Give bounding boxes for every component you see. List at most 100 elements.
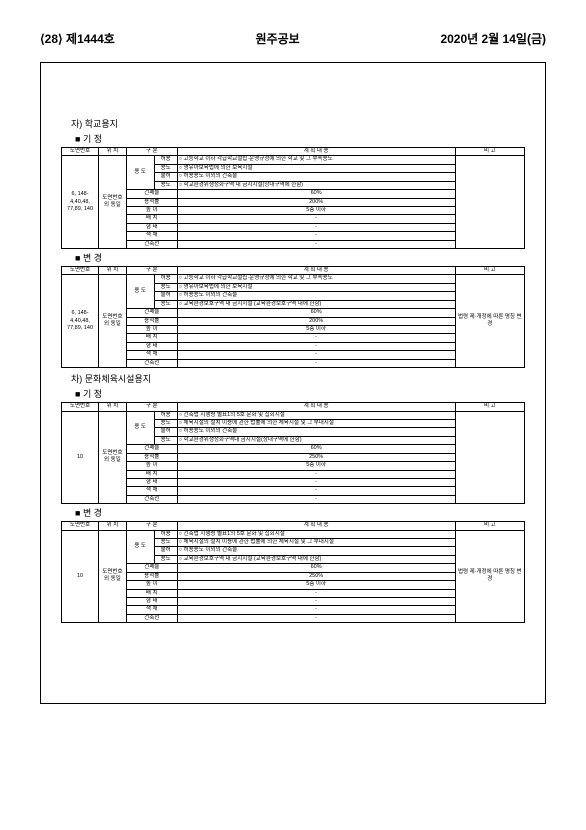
cell-content: ○ 허용용도 이외의 건축물 (177, 547, 455, 555)
cell-sub: 용도 (154, 164, 177, 172)
cell-gpr: 건폐율 (126, 564, 177, 572)
cell-content: - (177, 597, 455, 605)
cell-sub: 용도 (154, 436, 177, 444)
table-row: 10 도면번호외 동일 용 도 허용 ○ 건축법 시행령 별표1의 5호 문화 … (62, 530, 525, 538)
cell-ht: 형 태 (126, 597, 177, 605)
cell-content: ○ 영유아보육법에 의한 보육시설 (177, 164, 455, 172)
cell-content: - (177, 487, 455, 495)
cell-gcs: 건축선 (126, 614, 177, 622)
cell-gcs: 건축선 (126, 240, 177, 248)
section-ja-title: 자) 학교용지 (71, 117, 525, 130)
cell-sub: 용도 (154, 555, 177, 563)
cell-content: - (177, 614, 455, 622)
table-cha-byeon: 도면번호 위 치 구 분 계 획 내 용 비 고 10 도면번호외 동일 용 도… (61, 521, 525, 623)
th-gubun: 구 분 (126, 267, 177, 275)
cell-content: ○ 허용용도 이외의 건축물 (177, 428, 455, 436)
cell-content: 5층 이하 (177, 462, 455, 470)
cell-sk: 색 채 (126, 232, 177, 240)
th-wichi: 위 치 (99, 148, 127, 156)
page-header: ⟨28⟩ 제1444호 원주공보 2020년 2월 14일(금) (0, 0, 586, 57)
cell-content: 5층 이하 (177, 581, 455, 589)
cell-sub: 용도 (154, 539, 177, 547)
cell-content: ○ 허용용도 이외의 건축물 (177, 173, 455, 181)
th-remark: 비 고 (455, 403, 524, 411)
cell-loc: 6, 148-4,40,48, 77,89, 140 (62, 156, 99, 249)
cell-content: ○ 건축법 시행령 별표1의 5호 문화 및 집회시설 (177, 530, 455, 538)
ja-gijeong-label: 기 정 (75, 132, 525, 145)
cell-content: 5층 이하 (177, 326, 455, 334)
cell-content: - (177, 223, 455, 231)
cell-dvloc: 도면번호외 동일 (99, 530, 127, 623)
th-plan: 계 획 내 용 (177, 522, 455, 530)
page-body: 자) 학교용지 기 정 도면번호 위 치 구 분 계 획 내 용 비 고 6, … (40, 62, 546, 704)
cell-content: - (177, 589, 455, 597)
cell-content: - (177, 359, 455, 367)
cell-content: ○ 영유아보육법에 의한 보육시설 (177, 283, 455, 291)
cell-yongdo: 용 도 (126, 411, 154, 445)
cell-sub: 허용 (154, 275, 177, 283)
cell-gcs: 건축선 (126, 359, 177, 367)
cell-content: - (177, 342, 455, 350)
cell-ht: 형 태 (126, 478, 177, 486)
cell-dvloc: 도면번호외 동일 (99, 156, 127, 249)
table-cha-gijeong: 도면번호 위 치 구 분 계 획 내 용 비 고 10 도면번호외 동일 용 도… (61, 402, 525, 504)
cell-content: ○ 고등학교 이하 각급학교설립·운영규정에 의한 학교 및 그 부속용도 (177, 156, 455, 164)
th-remark: 비 고 (455, 148, 524, 156)
table-ja-gijeong: 도면번호 위 치 구 분 계 획 내 용 비 고 6, 148-4,40,48,… (61, 147, 525, 249)
cell-content: 5층 이하 (177, 206, 455, 214)
cell-content: 250% (177, 572, 455, 580)
cell-content: ○ 학교환경위생정화구역내 금지시설(상대구역에 한함) (177, 436, 455, 444)
table-header-row: 도면번호 위 치 구 분 계 획 내 용 비 고 (62, 148, 525, 156)
table-ja-byeon: 도면번호 위 치 구 분 계 획 내 용 비 고 6, 148-4,40,48,… (61, 266, 525, 368)
cell-sub: 불허 (154, 173, 177, 181)
th-domyeon: 도면번호 (62, 267, 99, 275)
th-wichi: 위 치 (99, 403, 127, 411)
cell-bchi: 배 치 (126, 334, 177, 342)
cell-sub: 용도 (154, 419, 177, 427)
cell-gpr: 건폐율 (126, 190, 177, 198)
th-wichi: 위 치 (99, 522, 127, 530)
cell-content: 200% (177, 198, 455, 206)
cell-content: - (177, 470, 455, 478)
th-gubun: 구 분 (126, 148, 177, 156)
cell-sub: 허용 (154, 156, 177, 164)
cell-gpr: 건폐율 (126, 445, 177, 453)
cell-content: 60% (177, 190, 455, 198)
cell-content: - (177, 240, 455, 248)
cell-remark (455, 156, 524, 249)
th-domyeon: 도면번호 (62, 148, 99, 156)
cell-content: 250% (177, 453, 455, 461)
cell-content: ○ 체육시설의 설치 이용에 관한 법률에 의한 체육시설 및 그 부대시설 (177, 539, 455, 547)
cell-content: 200% (177, 317, 455, 325)
cha-gijeong-label: 기 정 (75, 387, 525, 400)
th-gubun: 구 분 (126, 403, 177, 411)
table-row: 6, 148-4,40,48, 77,89, 140 도면번호외 동일 용 도 … (62, 156, 525, 164)
th-wichi: 위 치 (99, 267, 127, 275)
cha-byeon-label: 변 경 (75, 506, 525, 519)
cell-hi: 높 이 (126, 462, 177, 470)
cell-sk: 색 채 (126, 487, 177, 495)
cell-yongdo: 용 도 (126, 530, 154, 564)
cell-sub: 불허 (154, 547, 177, 555)
ja-byeon-label: 변 경 (75, 251, 525, 264)
cell-content: 60% (177, 564, 455, 572)
cell-dvloc: 도면번호외 동일 (99, 411, 127, 504)
cell-loc: 10 (62, 530, 99, 623)
cell-yjr: 용적률 (126, 453, 177, 461)
cell-content: ○ 학교환경위생정화구역 내 금지시설(상대구역에 한함) (177, 181, 455, 189)
cell-content: - (177, 215, 455, 223)
th-plan: 계 획 내 용 (177, 148, 455, 156)
cell-content: - (177, 232, 455, 240)
cell-content: ○ 교육환경보호구역 내 금지시설 (교육환경보호구역 내에 한함) (177, 555, 455, 563)
cell-sub: 허용 (154, 530, 177, 538)
cell-content: ○ 건축법 시행령 별표1의 5호 문화 및 집회시설 (177, 411, 455, 419)
cell-gpr: 건폐율 (126, 309, 177, 317)
cell-sub: 허용 (154, 411, 177, 419)
cell-gcs: 건축선 (126, 495, 177, 503)
cell-loc: 10 (62, 411, 99, 504)
cell-content: - (177, 495, 455, 503)
cell-bchi: 배 치 (126, 470, 177, 478)
header-center: 원주공보 (256, 30, 300, 47)
cell-yjr: 용적률 (126, 572, 177, 580)
th-domyeon: 도면번호 (62, 522, 99, 530)
